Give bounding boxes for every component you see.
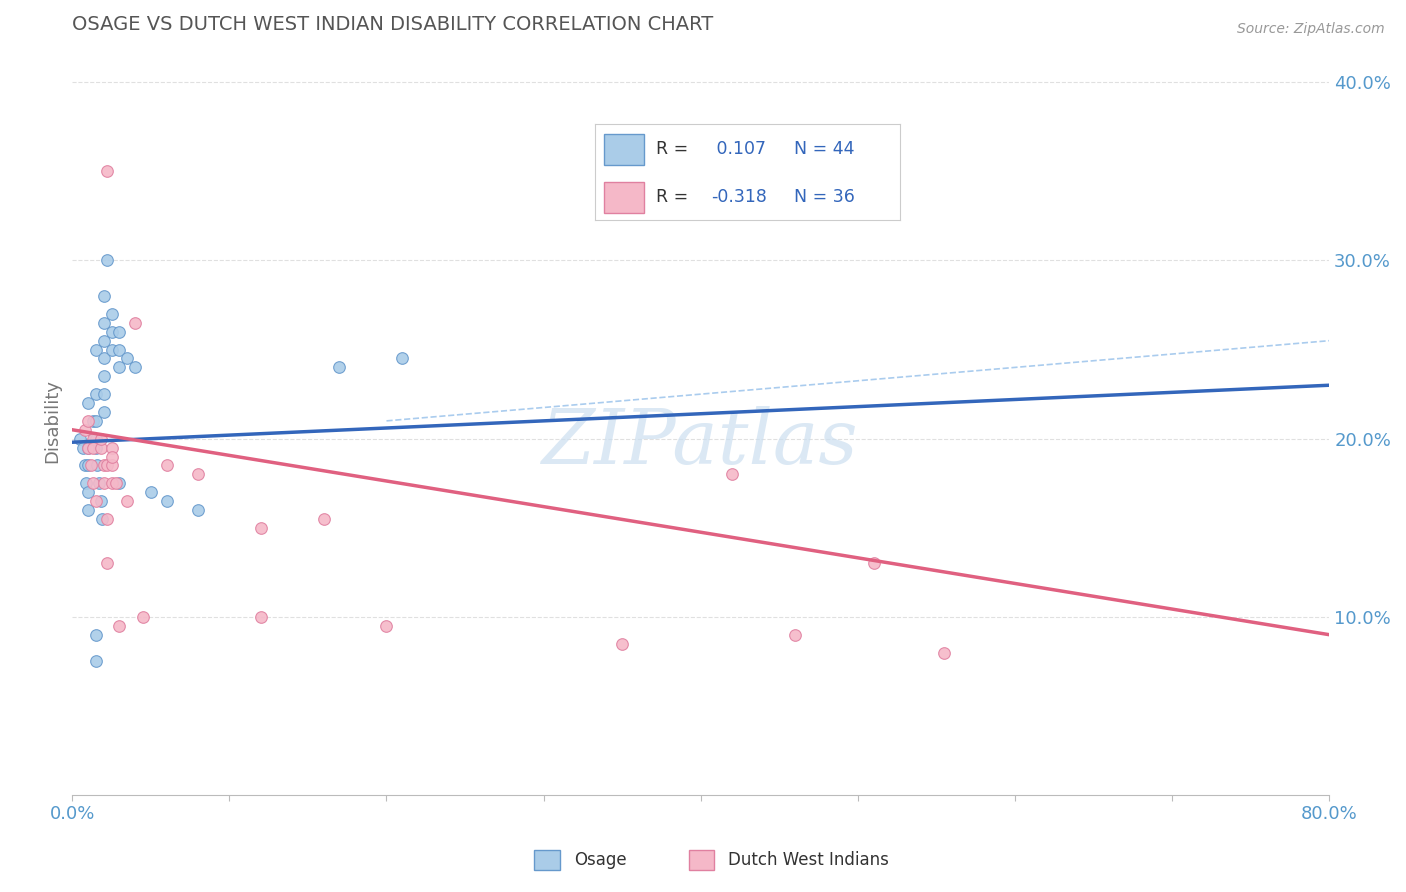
Point bbox=[86, 458, 108, 473]
Text: ZIPatlas: ZIPatlas bbox=[543, 407, 859, 480]
Point bbox=[375, 619, 398, 633]
Point bbox=[80, 458, 103, 473]
Point bbox=[93, 316, 115, 330]
Point bbox=[96, 512, 118, 526]
Point bbox=[100, 441, 122, 455]
Text: OSAGE VS DUTCH WEST INDIAN DISABILITY CORRELATION CHART: OSAGE VS DUTCH WEST INDIAN DISABILITY CO… bbox=[72, 15, 713, 34]
Point bbox=[82, 414, 104, 428]
Point bbox=[77, 485, 100, 500]
Point bbox=[115, 494, 138, 508]
Point bbox=[115, 351, 138, 366]
Point bbox=[187, 467, 209, 482]
Y-axis label: Disability: Disability bbox=[44, 379, 60, 463]
Point bbox=[75, 476, 97, 491]
Point bbox=[783, 628, 806, 642]
Point bbox=[77, 441, 100, 455]
Point bbox=[100, 343, 122, 357]
Point bbox=[93, 351, 115, 366]
Point bbox=[69, 432, 91, 446]
Point bbox=[139, 485, 162, 500]
Point bbox=[93, 405, 115, 419]
Point bbox=[93, 369, 115, 384]
Point bbox=[934, 646, 956, 660]
Text: 0.107: 0.107 bbox=[711, 140, 766, 158]
Point bbox=[612, 637, 634, 651]
Text: Dutch West Indians: Dutch West Indians bbox=[728, 851, 889, 869]
Point bbox=[108, 619, 131, 633]
Point bbox=[721, 467, 744, 482]
Point bbox=[124, 316, 146, 330]
Point bbox=[73, 423, 96, 437]
Point bbox=[83, 432, 105, 446]
Point bbox=[108, 476, 131, 491]
Point bbox=[96, 253, 118, 268]
Point bbox=[100, 307, 122, 321]
Point bbox=[93, 387, 115, 401]
Point bbox=[82, 432, 104, 446]
Point bbox=[132, 610, 155, 624]
Point bbox=[91, 512, 114, 526]
Point bbox=[96, 164, 118, 178]
Point bbox=[93, 334, 115, 348]
Point bbox=[93, 289, 115, 303]
Point bbox=[108, 343, 131, 357]
Point bbox=[100, 325, 122, 339]
Point bbox=[105, 476, 128, 491]
Point bbox=[84, 343, 107, 357]
Point bbox=[84, 628, 107, 642]
Point bbox=[100, 458, 122, 473]
Point bbox=[77, 396, 100, 410]
Point bbox=[155, 458, 177, 473]
Point bbox=[391, 351, 413, 366]
Point bbox=[82, 441, 104, 455]
FancyBboxPatch shape bbox=[605, 134, 644, 165]
Text: -0.318: -0.318 bbox=[711, 188, 768, 206]
FancyBboxPatch shape bbox=[605, 182, 644, 212]
Text: R =: R = bbox=[657, 188, 695, 206]
Point bbox=[328, 360, 350, 375]
Point bbox=[77, 503, 100, 517]
Point bbox=[124, 360, 146, 375]
Point bbox=[249, 610, 271, 624]
Point bbox=[312, 512, 335, 526]
Point bbox=[89, 494, 111, 508]
Point bbox=[87, 476, 110, 491]
Point bbox=[249, 521, 271, 535]
Point bbox=[187, 503, 209, 517]
Point bbox=[89, 441, 111, 455]
Point bbox=[84, 655, 107, 669]
Point bbox=[89, 432, 111, 446]
Point bbox=[84, 414, 107, 428]
Point bbox=[93, 476, 115, 491]
Point bbox=[96, 557, 118, 571]
Text: Osage: Osage bbox=[574, 851, 626, 869]
Point bbox=[84, 432, 107, 446]
Point bbox=[108, 325, 131, 339]
Point bbox=[82, 476, 104, 491]
Point bbox=[77, 441, 100, 455]
Point bbox=[93, 458, 115, 473]
Text: N = 36: N = 36 bbox=[793, 188, 855, 206]
Point bbox=[96, 458, 118, 473]
Point bbox=[84, 387, 107, 401]
Point bbox=[84, 441, 107, 455]
Point bbox=[77, 458, 100, 473]
Point bbox=[72, 441, 94, 455]
Point bbox=[84, 494, 107, 508]
Point bbox=[77, 414, 100, 428]
Text: N = 44: N = 44 bbox=[793, 140, 853, 158]
Point bbox=[73, 458, 96, 473]
Point bbox=[862, 557, 884, 571]
Text: R =: R = bbox=[657, 140, 695, 158]
Point bbox=[100, 476, 122, 491]
Point bbox=[155, 494, 177, 508]
Point bbox=[100, 450, 122, 464]
Text: Source: ZipAtlas.com: Source: ZipAtlas.com bbox=[1237, 22, 1385, 37]
Point bbox=[108, 360, 131, 375]
